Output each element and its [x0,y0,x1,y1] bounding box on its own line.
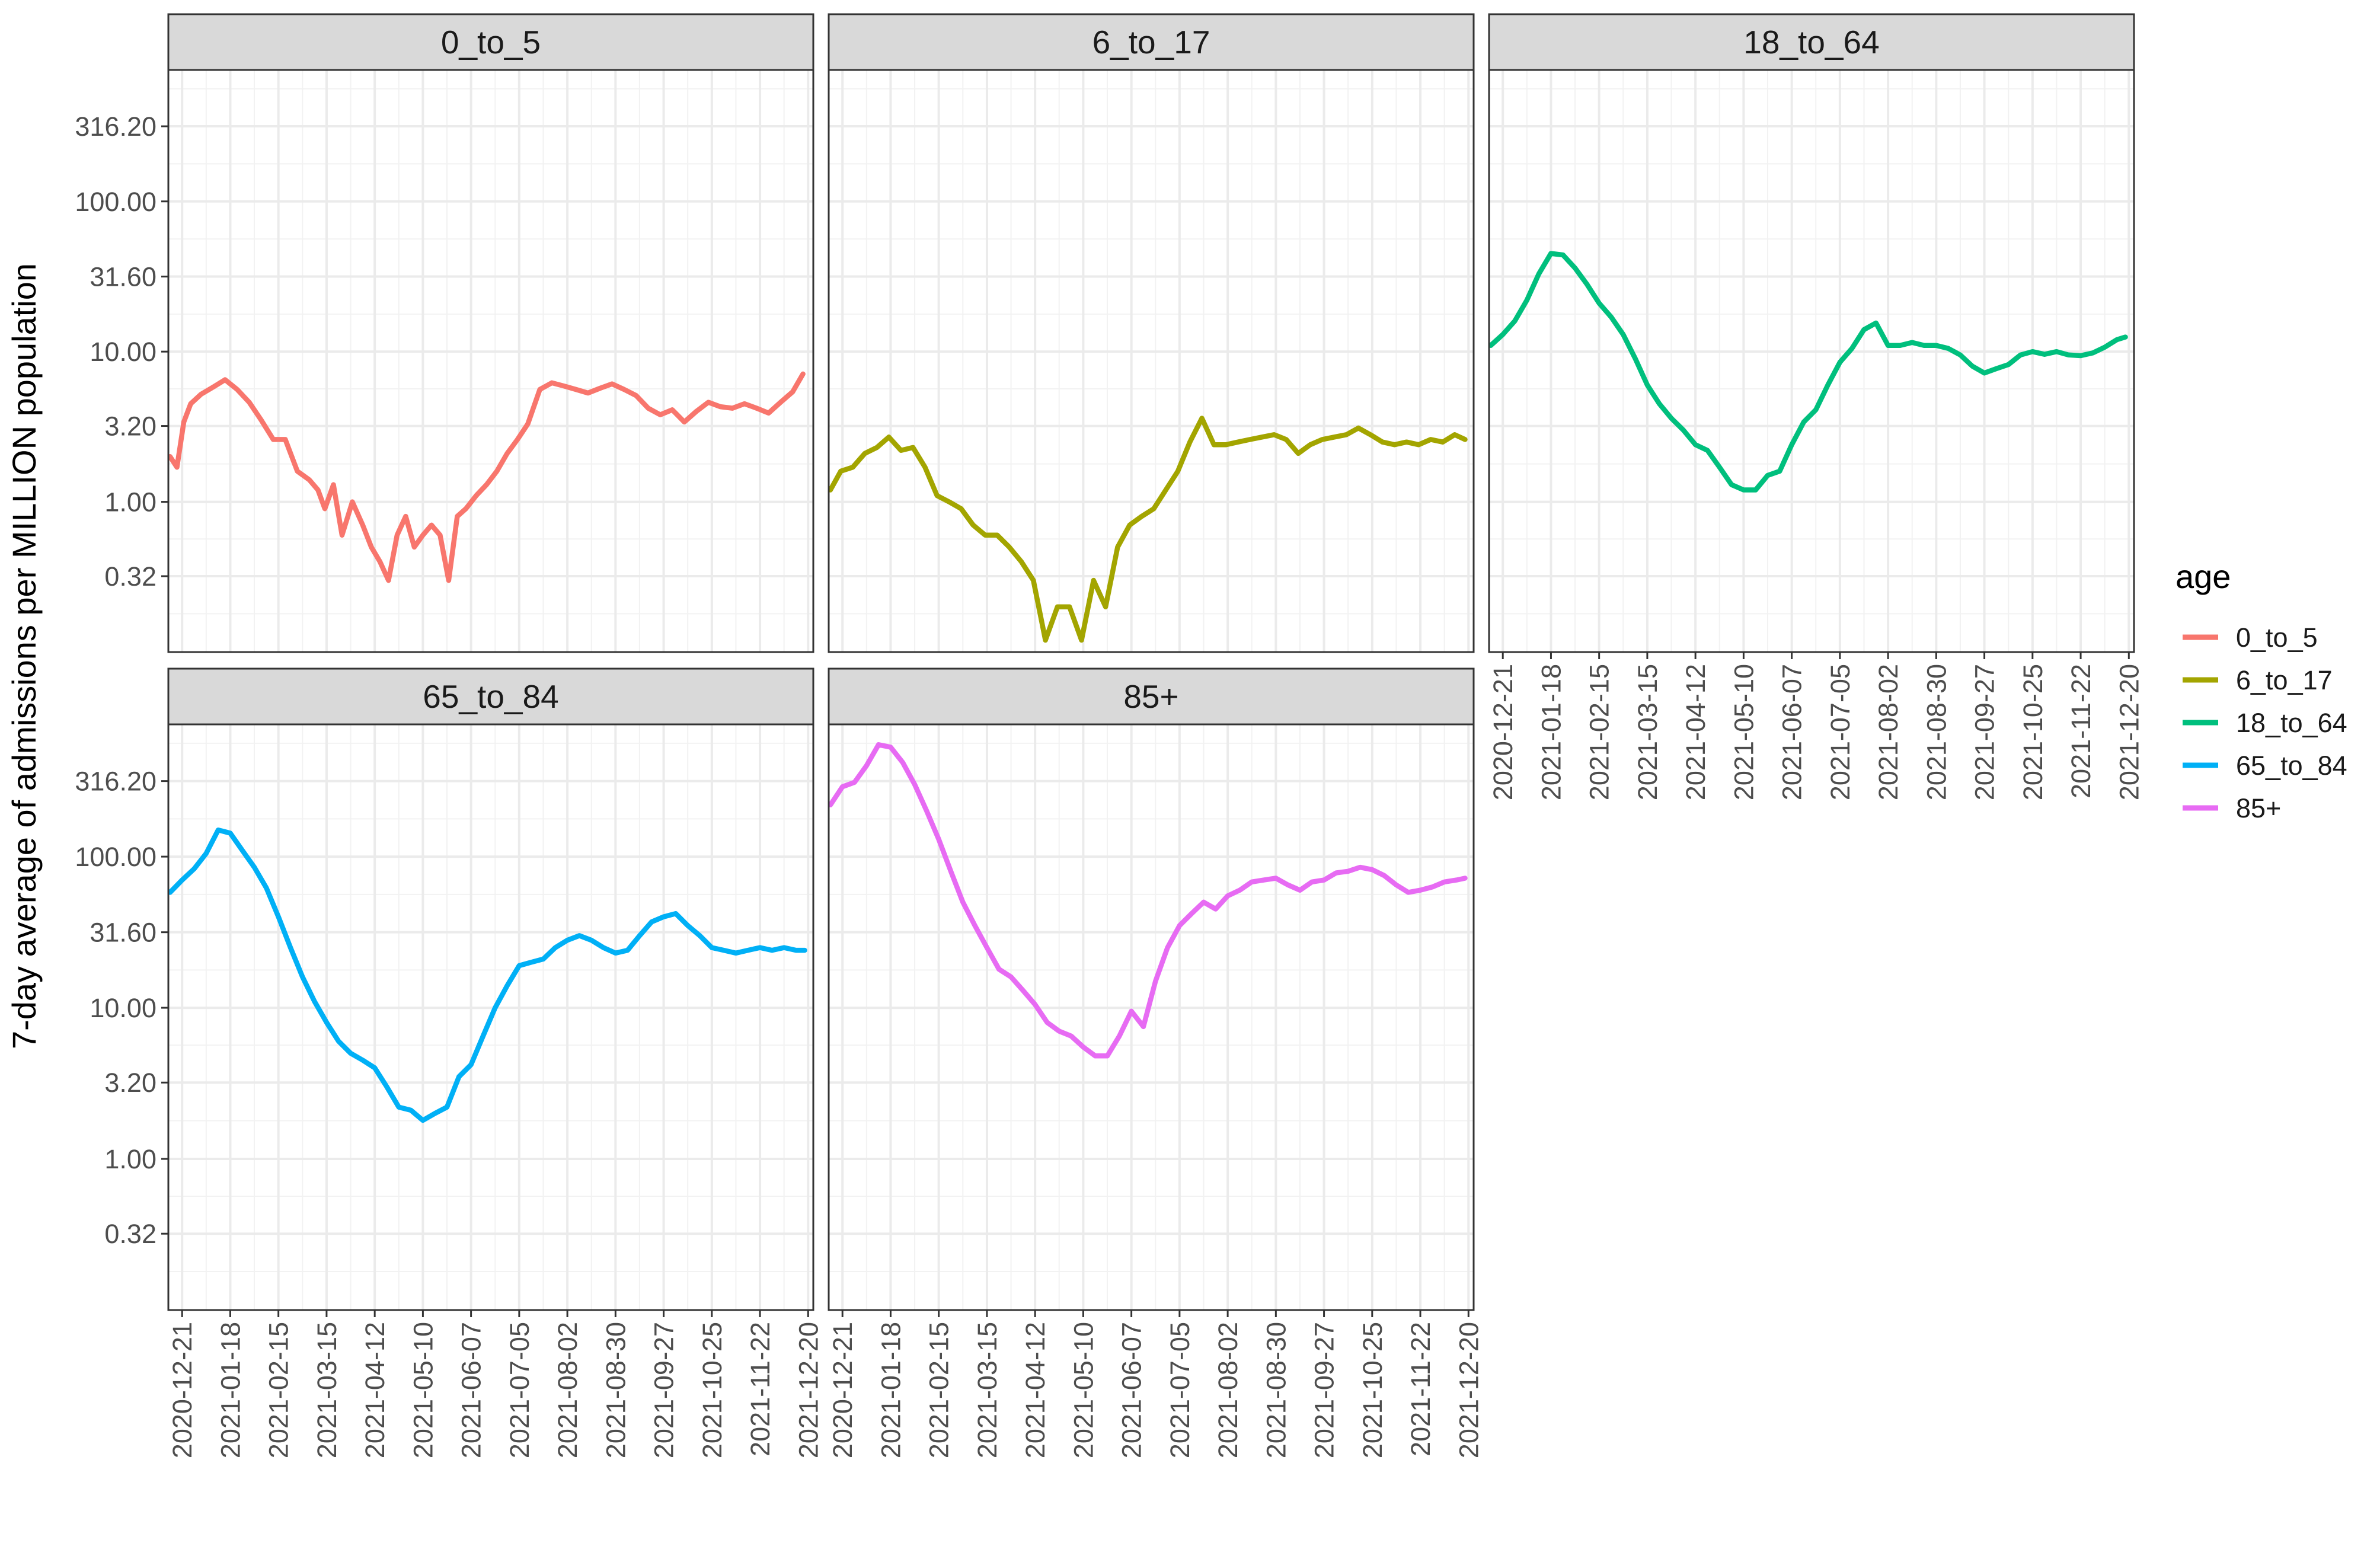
x-tick-label: 2021-12-20 [2114,664,2144,800]
legend-title: age [2175,558,2231,595]
x-tick-label: 2021-03-15 [312,1322,342,1458]
panel-background [829,70,1474,652]
x-tick-label: 2021-10-25 [697,1322,727,1458]
y-tick-label: 1.00 [104,1144,156,1174]
x-tick-label: 2021-06-07 [1117,1322,1147,1458]
x-tick-label: 2021-01-18 [876,1322,906,1458]
y-tick-label: 0.32 [104,1219,156,1249]
series-line-65-to-84 [167,827,807,1123]
x-tick-label: 2021-08-30 [1261,1322,1291,1458]
facet-strip [828,667,1475,726]
x-tick-label: 2021-06-07 [1777,664,1807,800]
series-line-0-to-5 [167,371,806,583]
y-tick-label: 100.00 [75,187,156,217]
x-tick-label: 2020-12-21 [167,1322,197,1458]
panel-background [829,724,1474,1310]
y-tick-label: 10.00 [90,337,156,367]
x-tick-label: 2021-12-20 [1453,1322,1484,1458]
y-tick-label: 316.20 [75,766,156,797]
y-tick-label: 0.32 [104,561,156,592]
y-tick-label: 31.60 [90,918,156,948]
facet-strip [828,13,1475,71]
y-tick-label: 3.20 [104,411,156,442]
x-tick-label: 2021-12-20 [793,1322,823,1458]
facet-strip-label: 0_to_5 [441,24,541,60]
x-tick-label: 2021-11-22 [2066,664,2096,798]
x-tick-label: 2021-08-30 [1921,664,1951,800]
y-tick-label: 100.00 [75,842,156,872]
x-tick-label: 2021-08-02 [552,1322,583,1458]
facet-strip [167,13,814,71]
x-tick-label: 2021-02-15 [1584,664,1615,800]
x-tick-label: 2021-02-15 [264,1322,294,1458]
legend-label: 18_to_64 [2236,708,2347,738]
x-tick-label: 2021-08-02 [1873,664,1903,800]
x-tick-label: 2021-07-05 [504,1322,535,1458]
legend-label: 85+ [2236,793,2281,823]
y-tick-label: 316.20 [75,111,156,142]
series-line-85 [828,742,1468,1059]
x-tick-label: 2021-04-12 [1020,1322,1050,1458]
x-tick-label: 2021-08-30 [600,1322,631,1458]
x-tick-label: 2021-05-10 [408,1322,438,1458]
x-tick-label: 2021-08-02 [1213,1322,1243,1458]
x-tick-label: 2021-04-12 [360,1322,390,1458]
y-tick-label: 31.60 [90,262,156,292]
y-tick-label: 1.00 [104,487,156,517]
panel-background [1489,70,2134,652]
x-tick-label: 2021-11-22 [1405,1322,1436,1456]
x-tick-label: 2021-04-12 [1681,664,1711,800]
x-tick-label: 2021-03-15 [972,1322,1002,1458]
facet-strip [1488,13,2135,71]
x-tick-label: 2021-07-05 [1825,664,1855,800]
x-tick-label: 2020-12-21 [828,1322,858,1458]
legend-label: 0_to_5 [2236,622,2318,653]
x-tick-label: 2021-01-18 [1536,664,1566,800]
series-line-18-to-64 [1488,251,2128,493]
legend-label: 65_to_84 [2236,750,2347,781]
y-tick-label: 3.20 [104,1068,156,1098]
facet-strip-label: 18_to_64 [1743,24,1879,60]
y-axis-title: 7-day average of admissions per MILLION … [5,263,43,1049]
x-tick-label: 2021-11-22 [745,1322,775,1456]
x-tick-label: 2021-05-10 [1729,664,1759,800]
y-tick-label: 10.00 [90,993,156,1023]
x-tick-label: 2021-02-15 [924,1322,954,1458]
facet-strip-label: 6_to_17 [1092,24,1210,60]
facet-strip [167,667,814,726]
x-tick-label: 2021-07-05 [1165,1322,1195,1458]
facet-strip-label: 65_to_84 [423,678,558,715]
x-tick-label: 2021-10-25 [2018,664,2048,800]
x-tick-label: 2021-09-27 [1309,1322,1340,1458]
x-tick-label: 2021-01-18 [215,1322,245,1458]
panel-background [168,70,813,652]
x-tick-label: 2021-03-15 [1633,664,1663,800]
facet-strip-label: 85+ [1123,678,1178,715]
x-tick-label: 2021-05-10 [1068,1322,1098,1458]
x-tick-label: 2021-06-07 [456,1322,487,1458]
series-line-6-to-17 [828,416,1468,643]
x-tick-label: 2020-12-21 [1488,664,1518,800]
legend-label: 6_to_17 [2236,665,2333,695]
x-tick-label: 2021-10-25 [1357,1322,1388,1458]
x-tick-label: 2021-09-27 [649,1322,679,1458]
x-tick-label: 2021-09-27 [1970,664,2000,800]
